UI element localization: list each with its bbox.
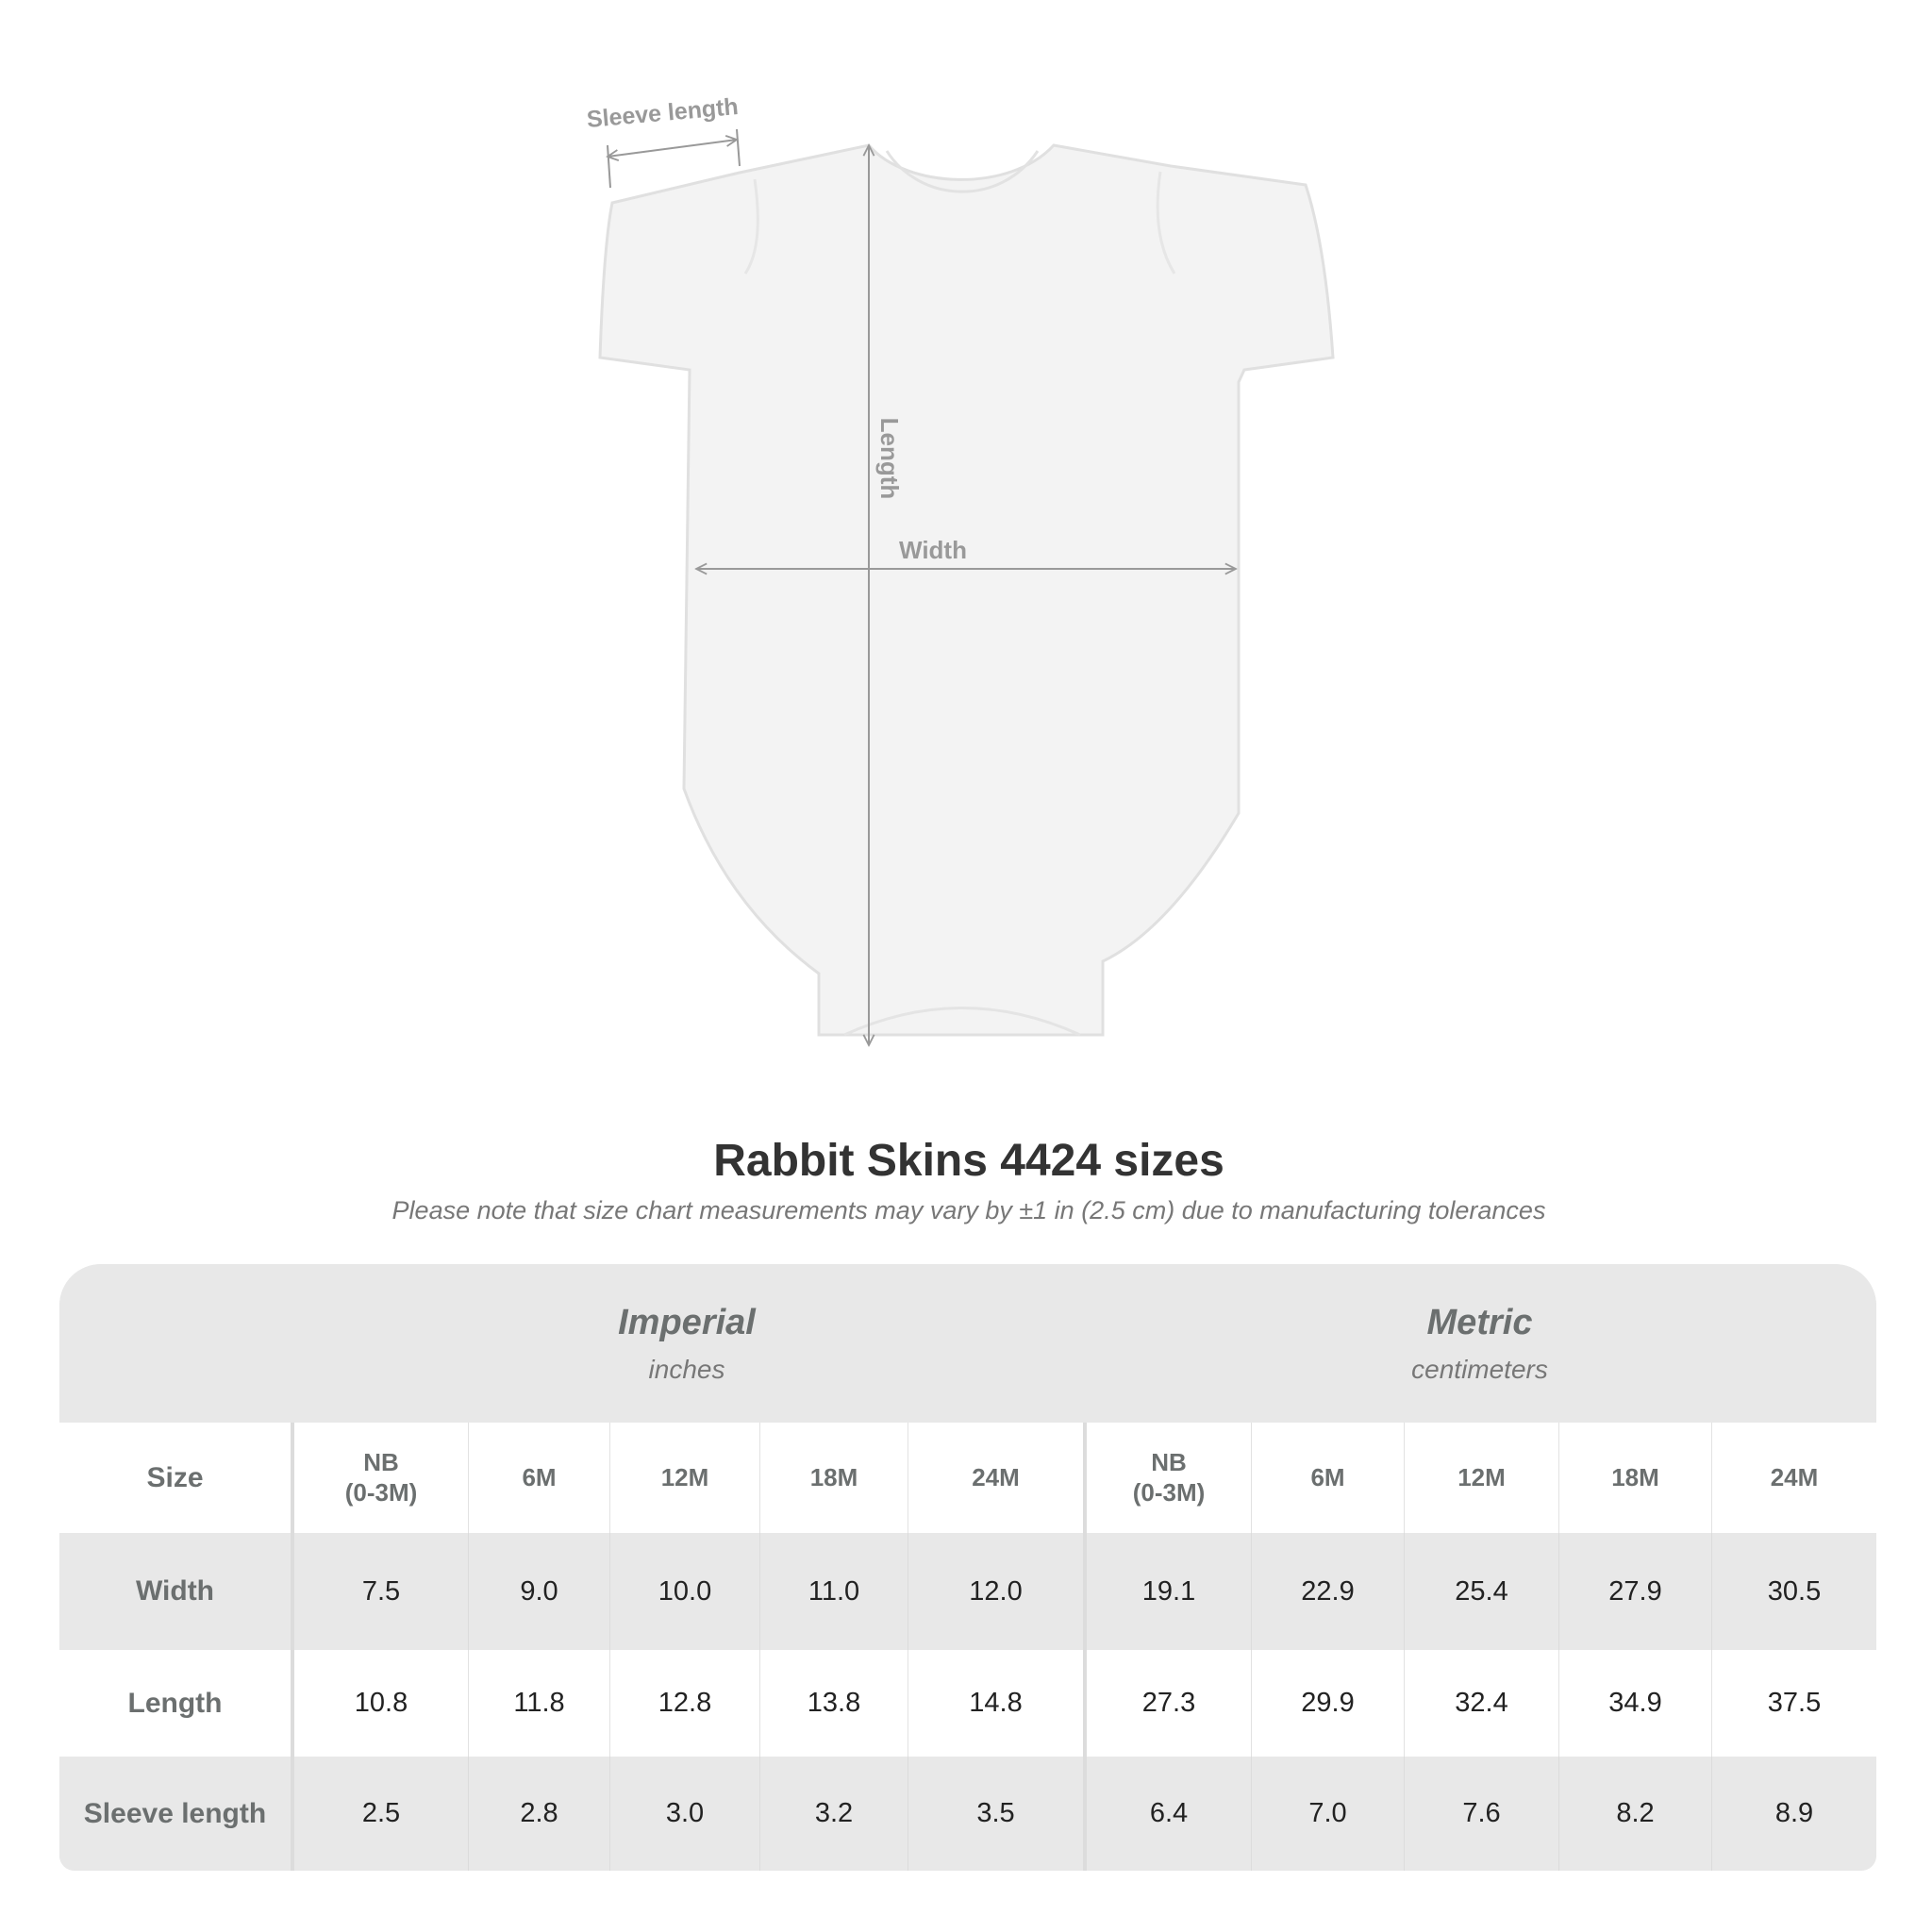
metric-value-cell: 27.9	[1558, 1533, 1711, 1650]
imperial-value-cell: 2.5	[291, 1757, 468, 1871]
imperial-value-cell: 7.5	[291, 1533, 468, 1650]
imperial-value-cell: 10.8	[291, 1650, 468, 1757]
width-label: Width	[899, 536, 967, 564]
metric-title: Metric	[1426, 1302, 1533, 1342]
metric-value-cell: 6.4	[1083, 1757, 1251, 1871]
metric-value-cell: 30.5	[1711, 1533, 1876, 1650]
imperial-value-cell: 12.8	[609, 1650, 759, 1757]
tolerance-note: Please note that size chart measurements…	[391, 1196, 1546, 1224]
metric-size-header: 18M	[1558, 1423, 1711, 1533]
onesie-illustration	[598, 143, 1335, 1037]
sleeve-measure-line	[608, 140, 737, 157]
imperial-size-header: 18M	[759, 1423, 908, 1533]
metric-size-header: 12M	[1404, 1423, 1558, 1533]
header-spacer	[59, 1264, 291, 1423]
row-label: Width	[59, 1533, 291, 1650]
metric-value-cell: 25.4	[1404, 1533, 1558, 1650]
imperial-value-cell: 11.0	[759, 1533, 908, 1650]
imperial-value-cell: 14.8	[908, 1650, 1083, 1757]
metric-value-cell: 32.4	[1404, 1650, 1558, 1757]
metric-value-cell: 19.1	[1083, 1533, 1251, 1650]
metric-value-cell: 7.0	[1251, 1757, 1404, 1871]
imperial-value-cell: 11.8	[468, 1650, 609, 1757]
imperial-value-cell: 3.5	[908, 1757, 1083, 1871]
row-label: Sleeve length	[59, 1757, 291, 1871]
imperial-size-header: 6M	[468, 1423, 609, 1533]
metric-size-header: 24M	[1711, 1423, 1876, 1533]
row-label: Length	[59, 1650, 291, 1757]
sleeve-length-label: Sleeve length	[586, 93, 740, 133]
metric-value-cell: 8.9	[1711, 1757, 1876, 1871]
imperial-value-cell: 10.0	[609, 1533, 759, 1650]
size-chart-title: Rabbit Skins 4424 sizes	[713, 1136, 1224, 1186]
imperial-size-header: 24M	[908, 1423, 1083, 1533]
metric-value-cell: 22.9	[1251, 1533, 1404, 1650]
metric-unit: centimeters	[1411, 1354, 1548, 1384]
imperial-value-cell: 2.8	[468, 1757, 609, 1871]
metric-size-header: NB (0-3M)	[1083, 1423, 1251, 1533]
imperial-value-cell: 3.0	[609, 1757, 759, 1871]
size-header: Size	[59, 1423, 291, 1533]
metric-value-cell: 34.9	[1558, 1650, 1711, 1757]
imperial-value-cell: 12.0	[908, 1533, 1083, 1650]
imperial-unit: inches	[648, 1354, 725, 1384]
metric-value-cell: 29.9	[1251, 1650, 1404, 1757]
metric-value-cell: 37.5	[1711, 1650, 1876, 1757]
imperial-value-cell: 13.8	[759, 1650, 908, 1757]
imperial-group-header: Imperial inches	[291, 1264, 1083, 1423]
size-table: Imperial inches Metric centimeters Size N…	[59, 1264, 1876, 1871]
imperial-size-header: 12M	[609, 1423, 759, 1533]
imperial-size-header: NB (0-3M)	[291, 1423, 468, 1533]
metric-size-header: 6M	[1251, 1423, 1404, 1533]
metric-group-header: Metric centimeters	[1083, 1264, 1876, 1423]
onesie-measurement-diagram: Sleeve length Length Width	[586, 93, 1335, 1085]
length-label: Length	[875, 418, 904, 500]
imperial-value-cell: 3.2	[759, 1757, 908, 1871]
metric-value-cell: 8.2	[1558, 1757, 1711, 1871]
imperial-title: Imperial	[618, 1302, 756, 1342]
metric-value-cell: 27.3	[1083, 1650, 1251, 1757]
imperial-value-cell: 9.0	[468, 1533, 609, 1650]
metric-value-cell: 7.6	[1404, 1757, 1558, 1871]
